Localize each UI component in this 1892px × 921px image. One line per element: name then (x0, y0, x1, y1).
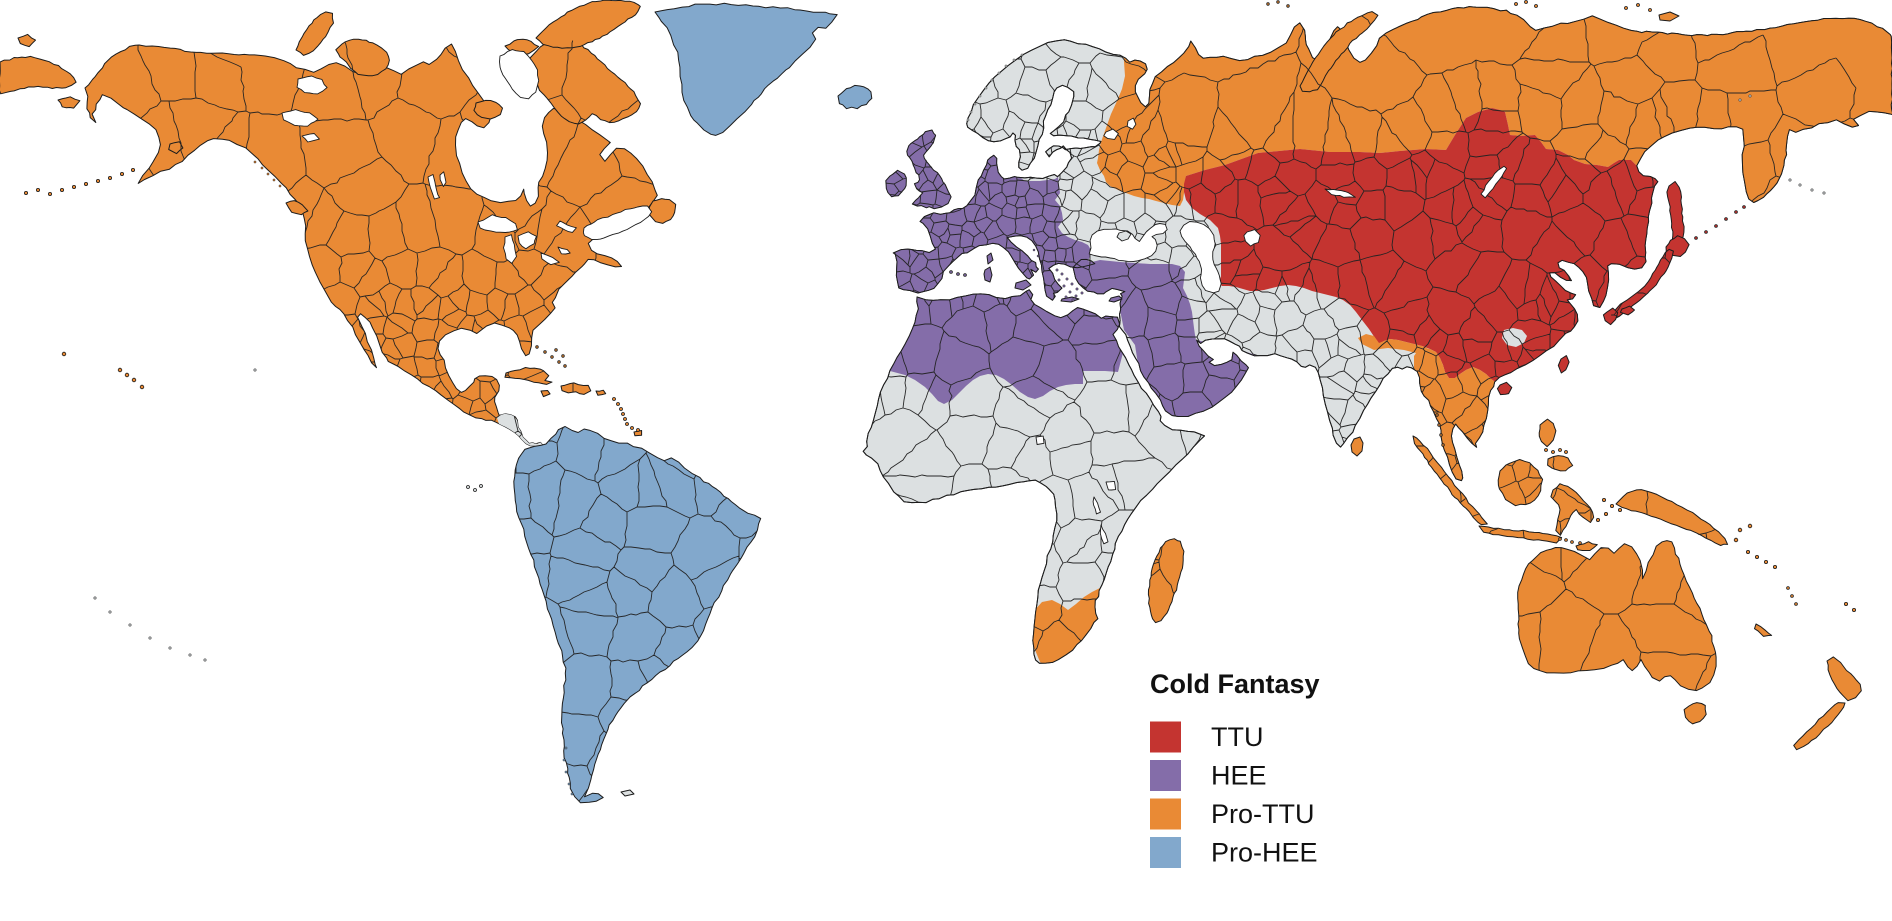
svg-text:TTU: TTU (1211, 722, 1263, 752)
svg-text:Pro-TTU: Pro-TTU (1211, 799, 1315, 829)
svg-text:Cold Fantasy: Cold Fantasy (1150, 669, 1320, 699)
svg-text:HEE: HEE (1211, 761, 1267, 791)
svg-text:Pro-HEE: Pro-HEE (1211, 838, 1318, 868)
